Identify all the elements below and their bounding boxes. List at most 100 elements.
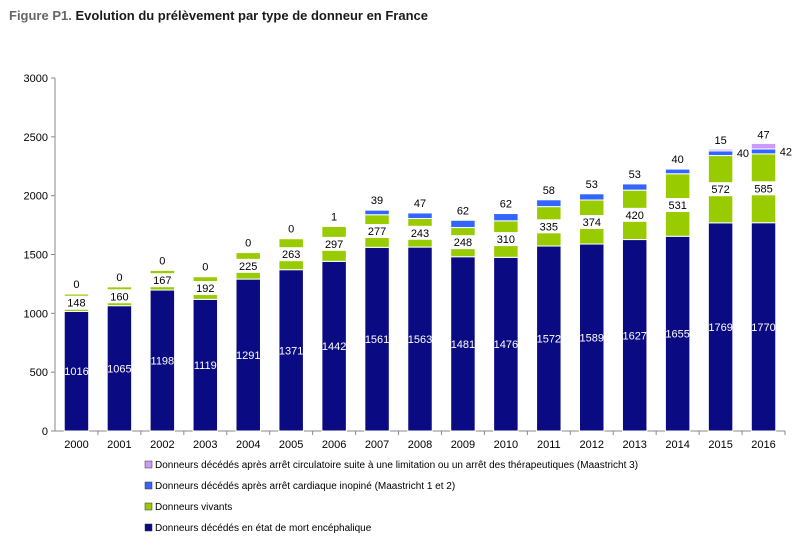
bar-segment-dme [364,246,390,432]
data-label-m12: 0 [73,279,79,291]
data-label-m12: 0 [288,224,294,236]
data-label-box-vivants [191,281,220,296]
data-label-box-vivants [577,215,606,230]
bar-segment-m12 [579,193,605,201]
data-label-m12: 0 [202,262,208,274]
data-label-vivants: 531 [668,200,686,212]
data-label-dme: 1589 [580,333,604,345]
bar-segment-dme [536,245,562,432]
data-label-dme: 1572 [537,334,561,346]
bar-segment-m12 [664,168,691,175]
x-tick-label: 2011 [537,439,561,451]
data-label-vivants: 374 [583,217,601,229]
figure-number: Figure P1. [9,8,72,23]
data-label-m12: 58 [543,185,555,197]
data-label-dme: 1563 [408,334,432,346]
bar-segment-m3 [707,148,734,152]
y-tick-label: 0 [42,426,48,438]
x-tick-label: 2005 [279,439,303,451]
bar-segment-dme [750,222,777,432]
legend-label-dme: Donneurs décédés en état de mort encépha… [155,523,372,534]
data-label-dme: 1561 [365,334,389,346]
data-label-dme: 1198 [151,356,175,368]
x-tick-label: 2014 [665,439,689,451]
data-label-vivants: 310 [497,234,515,246]
legend-swatch-m12 [144,481,153,490]
data-label-dme: 1371 [279,345,303,357]
x-tick-label: 2000 [64,439,88,451]
legend-swatch-vivants [144,502,153,511]
title-text: Evolution du prélèvement par type de don… [75,8,428,23]
data-label-box-vivants [234,258,263,273]
data-label-m12: 40 [672,154,684,166]
data-label-vivants: 160 [110,291,128,303]
x-tick-label: 2009 [451,439,475,451]
bar-segment-dme [664,235,691,432]
data-label-vivants: 192 [196,283,214,295]
bar-segment-dme [278,269,304,432]
x-tick-label: 2001 [107,439,131,451]
bar-segment-dme [63,310,90,432]
data-label-box-vivants [706,182,735,197]
data-label-vivants: 225 [239,261,257,273]
bar-segment-dme [621,239,648,432]
legend-swatch-dme [144,523,153,532]
data-label-dme: 1119 [194,360,217,372]
data-label-m12: 53 [629,169,641,181]
data-label-m12: 53 [586,179,598,191]
bar-segment-dme [192,298,219,432]
data-label-m12: 62 [457,205,469,217]
data-label-dme: 1770 [751,322,775,334]
data-label-box-vivants [663,198,692,213]
data-label-box-vivants [749,181,778,196]
data-label-dme: 1481 [451,339,475,351]
bar-segment-m12 [407,212,433,219]
data-label-m12: 40 [737,148,749,160]
x-tick-label: 2012 [580,439,604,451]
data-label-vivants: 263 [282,249,300,261]
x-tick-label: 2015 [708,439,732,451]
x-tick-label: 2004 [236,439,260,451]
x-tick-label: 2008 [408,439,432,451]
data-label-m3: 47 [757,129,769,141]
x-tick-label: 2013 [622,439,646,451]
data-label-vivants: 243 [411,228,429,240]
data-label-vivants: 148 [67,298,85,310]
data-label-vivants: 420 [626,210,644,222]
data-label-vivants: 297 [325,239,343,251]
data-label-dme: 1769 [708,322,732,334]
x-tick-label: 2006 [322,439,346,451]
y-tick-label: 2500 [24,132,48,144]
data-label-vivants: 167 [153,275,171,287]
y-tick-label: 1500 [24,250,48,262]
bar-segment-m12 [364,209,390,216]
bar-segment-dme [321,260,347,432]
y-tick-label: 3000 [24,73,48,85]
legend-label-m3: Donneurs décédés après arrêt circulatoir… [155,460,638,471]
bar-segment-dme [149,289,176,432]
bar-segment-dme [106,305,133,432]
data-label-vivants: 585 [754,183,772,195]
data-label-box-vivants [62,295,91,310]
data-label-box-vivants [363,224,392,239]
bar-segment-dme [407,246,433,432]
data-label-box-vivants [320,236,349,251]
bar-segment-dme [707,222,734,432]
x-tick-label: 2016 [751,439,775,451]
y-tick-label: 2000 [24,191,48,203]
data-label-box-vivants [406,225,434,240]
bar-segment-dme [450,256,476,432]
data-label-m12: 0 [159,255,165,267]
x-tick-label: 2010 [494,439,518,451]
data-label-vivants: 335 [540,221,558,233]
data-label-m12: 1 [331,211,337,223]
data-label-m12: 39 [371,195,383,207]
data-label-m12: 62 [500,199,512,211]
data-label-dme: 1065 [107,363,131,375]
data-label-dme: 1476 [494,339,518,351]
data-label-box-vivants [448,235,477,250]
data-label-box-vivants [491,232,520,247]
data-label-m12: 47 [414,198,426,210]
data-label-dme: 1291 [236,350,260,362]
data-label-m12: 0 [245,238,251,250]
